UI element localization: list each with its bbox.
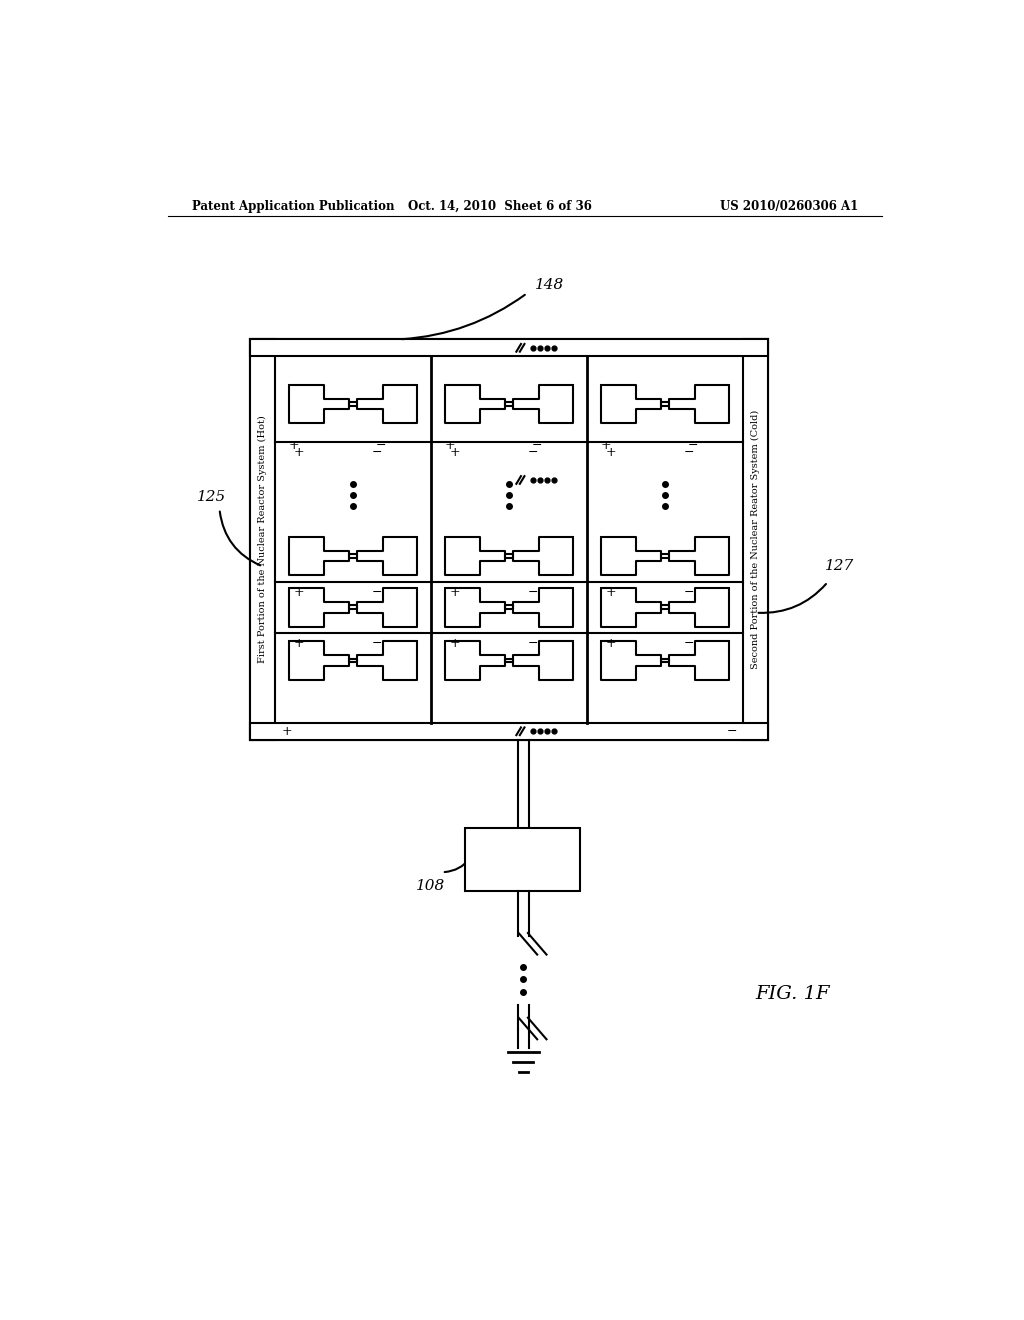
- Text: +: +: [444, 440, 456, 453]
- Bar: [251, 339, 768, 356]
- Text: −: −: [372, 446, 382, 459]
- Text: −: −: [527, 636, 538, 649]
- Text: FIG. 1F: FIG. 1F: [756, 985, 830, 1003]
- Text: 108: 108: [416, 879, 444, 894]
- Bar: [743, 339, 768, 739]
- Text: 127: 127: [824, 560, 854, 573]
- Text: Patent Application Publication: Patent Application Publication: [191, 199, 394, 213]
- Text: +: +: [289, 440, 299, 453]
- Text: +: +: [450, 586, 460, 598]
- Text: Electrical
Output: Electrical Output: [490, 846, 555, 874]
- Text: +: +: [601, 440, 611, 453]
- Text: 148: 148: [535, 279, 564, 293]
- Text: −: −: [727, 725, 737, 738]
- Text: +: +: [282, 725, 292, 738]
- Text: US 2010/0260306 A1: US 2010/0260306 A1: [720, 199, 858, 213]
- Text: −: −: [372, 586, 382, 598]
- Text: +: +: [605, 636, 616, 649]
- Text: −: −: [688, 440, 698, 453]
- Text: +: +: [605, 446, 616, 459]
- Text: +: +: [450, 636, 460, 649]
- Text: −: −: [527, 586, 538, 598]
- Text: −: −: [527, 446, 538, 459]
- Bar: [251, 339, 768, 739]
- Text: −: −: [683, 446, 694, 459]
- Text: Oct. 14, 2010  Sheet 6 of 36: Oct. 14, 2010 Sheet 6 of 36: [408, 199, 592, 213]
- Bar: [251, 723, 768, 739]
- Text: Second Portion of the Nuclear Reator System (Cold): Second Portion of the Nuclear Reator Sys…: [752, 411, 760, 669]
- Text: +: +: [605, 586, 616, 598]
- Text: 125: 125: [197, 490, 226, 504]
- Text: +: +: [293, 446, 304, 459]
- Text: +: +: [293, 586, 304, 598]
- Text: −: −: [532, 440, 543, 453]
- Text: −: −: [376, 440, 387, 453]
- Text: −: −: [372, 636, 382, 649]
- Text: +: +: [450, 446, 460, 459]
- Text: −: −: [683, 636, 694, 649]
- Text: +: +: [293, 636, 304, 649]
- Bar: [251, 339, 275, 739]
- Bar: [465, 829, 580, 891]
- Text: −: −: [683, 586, 694, 598]
- Text: First Portion of the Nuclear Reactor System (Hot): First Portion of the Nuclear Reactor Sys…: [258, 416, 267, 664]
